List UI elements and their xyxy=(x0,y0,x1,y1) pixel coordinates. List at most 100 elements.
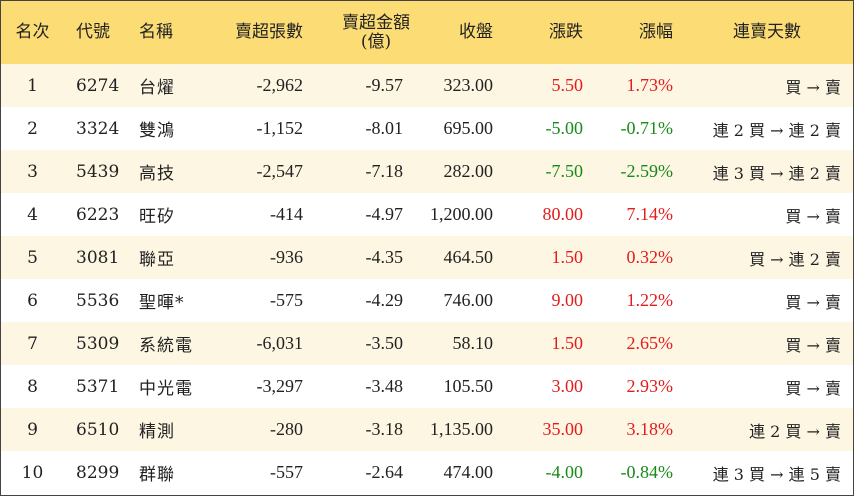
table-row: 9 6510 精測 -280 -3.18 1,135.00 35.00 3.18% 連 2 買 … xyxy=(1,408,853,451)
header-change-pct: 漲幅 xyxy=(639,22,673,43)
rank-cell: 1 xyxy=(27,75,38,96)
code-cell: 5439 xyxy=(76,161,120,182)
sell-amount-cell: -3.18 xyxy=(365,419,404,439)
header-sell-amount-unit: (億) xyxy=(360,31,392,52)
sell-amount-cell: -4.97 xyxy=(365,204,404,224)
streak-cell: 買 → 連 2 賣 xyxy=(749,249,841,269)
code-cell: 6510 xyxy=(76,419,120,440)
table-row: 4 6223 旺矽 -414 -4.97 1,200.00 80.00 7.14% 買 → 賣 xyxy=(1,193,853,236)
header-sell-amount: 賣超金額 (億) xyxy=(311,1,411,64)
sell-amount-cell: -7.18 xyxy=(365,161,404,181)
change-cell: 80.00 xyxy=(542,204,584,224)
name-cell: 聯亞 xyxy=(139,250,175,270)
code-cell: 8299 xyxy=(76,462,120,483)
code-cell: 5309 xyxy=(76,333,120,354)
change-cell: -5.00 xyxy=(545,118,584,138)
code-cell: 3324 xyxy=(76,118,120,139)
change-pct-cell: -0.84% xyxy=(620,462,674,482)
sell-lots-cell: -3,297 xyxy=(256,376,304,396)
code-cell: 6274 xyxy=(76,75,120,96)
streak-cell: 連 2 買 → 賣 xyxy=(749,421,841,441)
change-cell: 1.50 xyxy=(551,333,584,353)
sell-amount-cell: -8.01 xyxy=(365,118,404,138)
sell-amount-cell: -2.64 xyxy=(365,462,404,482)
header-row: 名次 代號 名稱 賣超張數 賣超金額 (億) 收盤 漲跌 漲幅 連賣天數 xyxy=(1,1,853,64)
rank-cell: 10 xyxy=(21,462,44,483)
sell-lots-cell: -414 xyxy=(270,204,303,224)
change-pct-cell: 2.65% xyxy=(626,333,674,353)
change-pct-cell: 0.32% xyxy=(626,247,674,267)
sell-lots-cell: -2,547 xyxy=(256,161,304,181)
table-row: 6 5536 聖暉* -575 -4.29 746.00 9.00 1.22% 買 → 賣 xyxy=(1,279,853,322)
name-cell: 台燿 xyxy=(139,78,175,98)
change-pct-cell: 1.73% xyxy=(626,75,674,95)
rank-cell: 6 xyxy=(27,290,38,311)
name-cell: 聖暉* xyxy=(139,293,185,313)
code-cell: 5536 xyxy=(76,290,120,311)
table-row: 5 3081 聯亞 -936 -4.35 464.50 1.50 0.32% 買 → 連 2 賣 xyxy=(1,236,853,279)
streak-cell: 買 → 賣 xyxy=(785,77,841,97)
name-cell: 中光電 xyxy=(139,379,193,399)
change-cell: 5.50 xyxy=(551,75,584,95)
close-cell: 323.00 xyxy=(443,75,494,95)
sell-amount-cell: -4.29 xyxy=(365,290,404,310)
streak-cell: 連 3 買 → 連 2 賣 xyxy=(712,163,841,183)
streak-cell: 連 2 買 → 連 2 賣 xyxy=(712,120,841,140)
streak-cell: 買 → 賣 xyxy=(785,292,841,312)
rank-cell: 8 xyxy=(27,376,38,397)
close-cell: 105.50 xyxy=(443,376,494,396)
name-cell: 雙鴻 xyxy=(139,121,175,141)
sell-amount-cell: -3.50 xyxy=(365,333,404,353)
close-cell: 1,200.00 xyxy=(430,204,493,224)
header-close: 收盤 xyxy=(459,22,493,43)
rank-cell: 4 xyxy=(27,204,38,225)
sell-amount-cell: -9.57 xyxy=(365,75,404,95)
header-change: 漲跌 xyxy=(549,22,583,43)
change-cell: -7.50 xyxy=(545,161,584,181)
name-cell: 旺矽 xyxy=(139,207,175,227)
close-cell: 464.50 xyxy=(443,247,494,267)
code-cell: 5371 xyxy=(76,376,120,397)
change-cell: 1.50 xyxy=(551,247,584,267)
header-streak: 連賣天數 xyxy=(733,22,801,43)
change-cell: 35.00 xyxy=(542,419,584,439)
rank-cell: 2 xyxy=(27,118,38,139)
change-pct-cell: 1.22% xyxy=(626,290,674,310)
header-code: 代號 xyxy=(76,22,110,43)
header-sell-lots: 賣超張數 xyxy=(235,22,303,43)
close-cell: 1,135.00 xyxy=(430,419,493,439)
sell-lots-cell: -936 xyxy=(270,247,303,267)
close-cell: 695.00 xyxy=(443,118,494,138)
change-pct-cell: 2.93% xyxy=(626,376,674,396)
table-row: 1 6274 台燿 -2,962 -9.57 323.00 5.50 1.73% 買 → 賣 xyxy=(1,64,853,107)
name-cell: 精測 xyxy=(139,422,175,442)
code-cell: 3081 xyxy=(76,247,120,268)
header-rank: 名次 xyxy=(15,22,50,43)
table-row: 2 3324 雙鴻 -1,152 -8.01 695.00 -5.00 -0.71% 連 2 買… xyxy=(1,107,853,150)
sell-lots-cell: -557 xyxy=(270,462,303,482)
change-pct-cell: -0.71% xyxy=(620,118,674,138)
rank-cell: 9 xyxy=(27,419,38,440)
change-pct-cell: 3.18% xyxy=(626,419,674,439)
sell-lots-cell: -280 xyxy=(270,419,303,439)
close-cell: 474.00 xyxy=(443,462,494,482)
sell-lots-cell: -6,031 xyxy=(256,333,304,353)
table-row: 10 8299 群聯 -557 -2.64 474.00 -4.00 -0.84% 連 3 買 … xyxy=(1,451,853,494)
name-cell: 群聯 xyxy=(139,465,175,485)
sell-amount-cell: -4.35 xyxy=(365,247,404,267)
close-cell: 58.10 xyxy=(452,333,494,353)
streak-cell: 買 → 賣 xyxy=(785,206,841,226)
close-cell: 746.00 xyxy=(443,290,494,310)
table-row: 3 5439 高技 -2,547 -7.18 282.00 -7.50 -2.59% 連 3 買… xyxy=(1,150,853,193)
code-cell: 6223 xyxy=(76,204,120,225)
name-cell: 系統電 xyxy=(139,336,193,356)
streak-cell: 買 → 賣 xyxy=(785,335,841,355)
sell-lots-cell: -1,152 xyxy=(256,118,304,138)
rank-cell: 5 xyxy=(27,247,38,268)
streak-cell: 買 → 賣 xyxy=(785,378,841,398)
sell-amount-cell: -3.48 xyxy=(365,376,404,396)
rank-cell: 3 xyxy=(27,161,38,182)
sell-lots-cell: -575 xyxy=(270,290,303,310)
